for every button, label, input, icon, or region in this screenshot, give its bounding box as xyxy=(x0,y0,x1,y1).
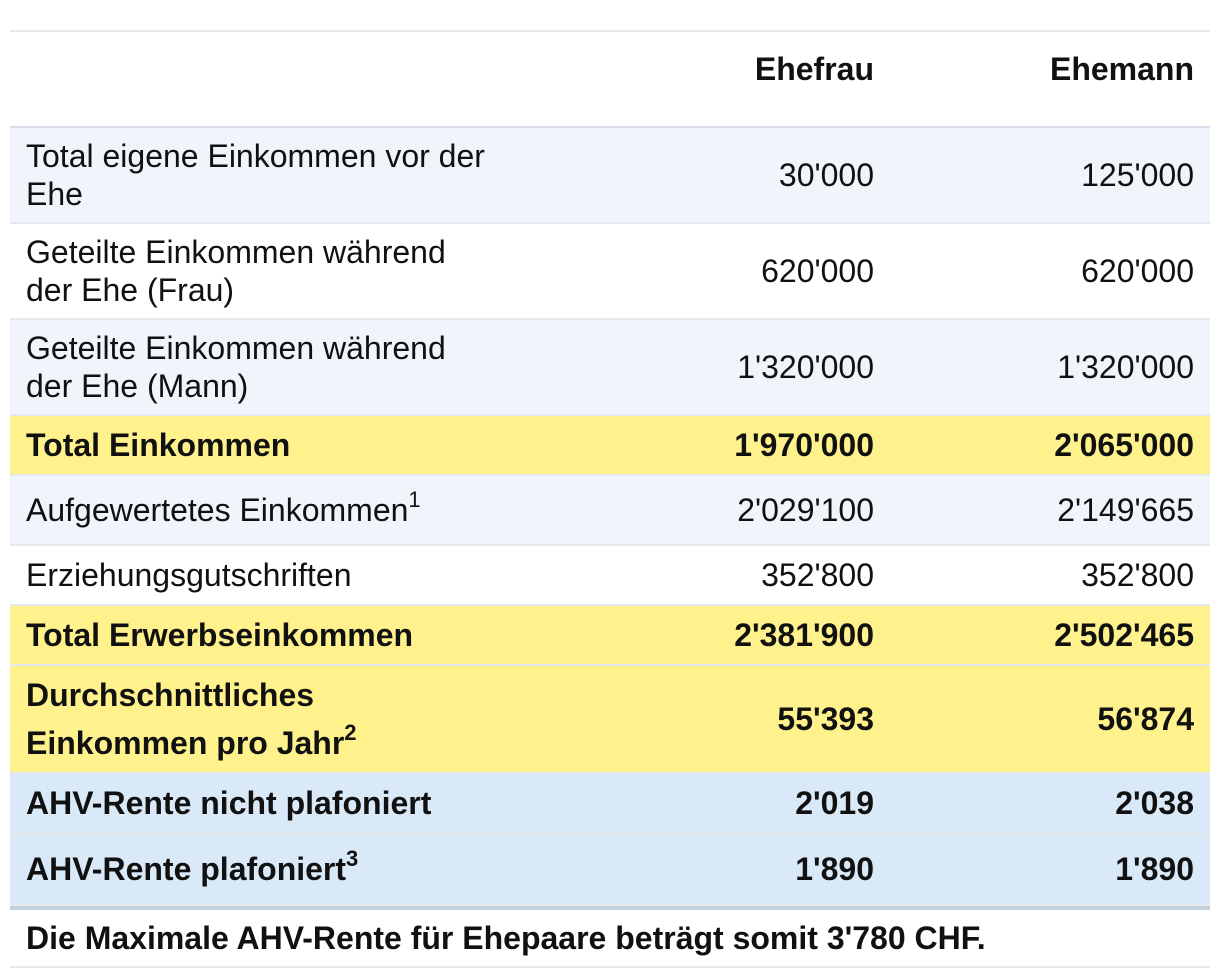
pension-row: AHV-Rente nicht plafoniert 2'019 2'038 xyxy=(10,774,1210,834)
value-ehefrau: 2'019 xyxy=(795,785,874,821)
row-label: Geteilte Einkommen während der Ehe (Mann… xyxy=(26,330,446,404)
total-row: Total Erwerbseinkommen 2'381'900 2'502'4… xyxy=(10,606,1210,666)
table-row: Total eigene Einkommen vor der Ehe 30'00… xyxy=(10,128,1210,224)
table-row: Geteilte Einkommen während der Ehe (Frau… xyxy=(10,224,1210,320)
row-label: AHV-Rente plafoniert3 xyxy=(26,846,359,887)
row-label: Erziehungsgutschriften xyxy=(26,557,352,593)
value-ehefrau: 1'890 xyxy=(795,851,874,887)
value-ehemann: 1'320'000 xyxy=(1057,349,1194,385)
value-ehefrau: 55'393 xyxy=(777,701,874,737)
header-ehemann: Ehemann xyxy=(1049,51,1194,87)
footnote-marker: 2 xyxy=(344,720,357,746)
value-ehefrau: 352'800 xyxy=(761,557,874,593)
table-row: Erziehungsgutschriften 352'800 352'800 xyxy=(10,546,1210,606)
value-ehemann: 125'000 xyxy=(1081,157,1194,193)
row-label: Aufgewertetes Einkommen1 xyxy=(26,487,421,528)
value-ehemann: 2'065'000 xyxy=(1054,427,1194,463)
row-label: Total eigene Einkommen vor der Ehe xyxy=(26,138,485,212)
header-empty xyxy=(10,32,570,50)
table-row: Aufgewertetes Einkommen1 2'029'100 2'149… xyxy=(10,476,1210,546)
value-ehefrau: 2'381'900 xyxy=(734,617,874,653)
value-ehefrau: 620'000 xyxy=(761,253,874,289)
row-label: Total Erwerbseinkommen xyxy=(26,617,414,653)
table-row: Geteilte Einkommen während der Ehe (Mann… xyxy=(10,320,1210,416)
value-ehefrau: 1'970'000 xyxy=(734,427,874,463)
value-ehefrau: 30'000 xyxy=(778,157,874,193)
value-ehefrau: 1'320'000 xyxy=(737,349,874,385)
footnote-marker: 3 xyxy=(346,846,359,872)
table-footer-note: Die Maximale AHV-Rente für Ehepaare betr… xyxy=(10,906,1210,968)
row-label: AHV-Rente nicht plafoniert xyxy=(26,785,432,821)
ahv-table: Ehefrau Ehemann Total eigene Einkommen v… xyxy=(10,30,1210,906)
value-ehemann: 620'000 xyxy=(1081,253,1194,289)
row-label: Geteilte Einkommen während der Ehe (Frau… xyxy=(26,234,446,308)
value-ehemann: 2'149'665 xyxy=(1057,492,1194,528)
table-header: Ehefrau Ehemann xyxy=(10,30,1210,128)
value-ehemann: 2'038 xyxy=(1115,785,1194,821)
pension-row: AHV-Rente plafoniert3 1'890 1'890 xyxy=(10,834,1210,906)
header-ehefrau: Ehefrau xyxy=(754,51,874,87)
value-ehemann: 56'874 xyxy=(1097,701,1194,737)
value-ehefrau: 2'029'100 xyxy=(737,492,874,528)
value-ehemann: 352'800 xyxy=(1081,557,1194,593)
row-label: Total Einkommen xyxy=(26,427,291,463)
value-ehemann: 1'890 xyxy=(1115,851,1194,887)
footnote-marker: 1 xyxy=(408,487,421,513)
row-label: Durchschnittliches Einkommen pro Jahr2 xyxy=(26,677,357,761)
total-row: Total Einkommen 1'970'000 2'065'000 xyxy=(10,416,1210,476)
value-ehemann: 2'502'465 xyxy=(1054,617,1194,653)
average-row: Durchschnittliches Einkommen pro Jahr2 5… xyxy=(10,666,1210,774)
